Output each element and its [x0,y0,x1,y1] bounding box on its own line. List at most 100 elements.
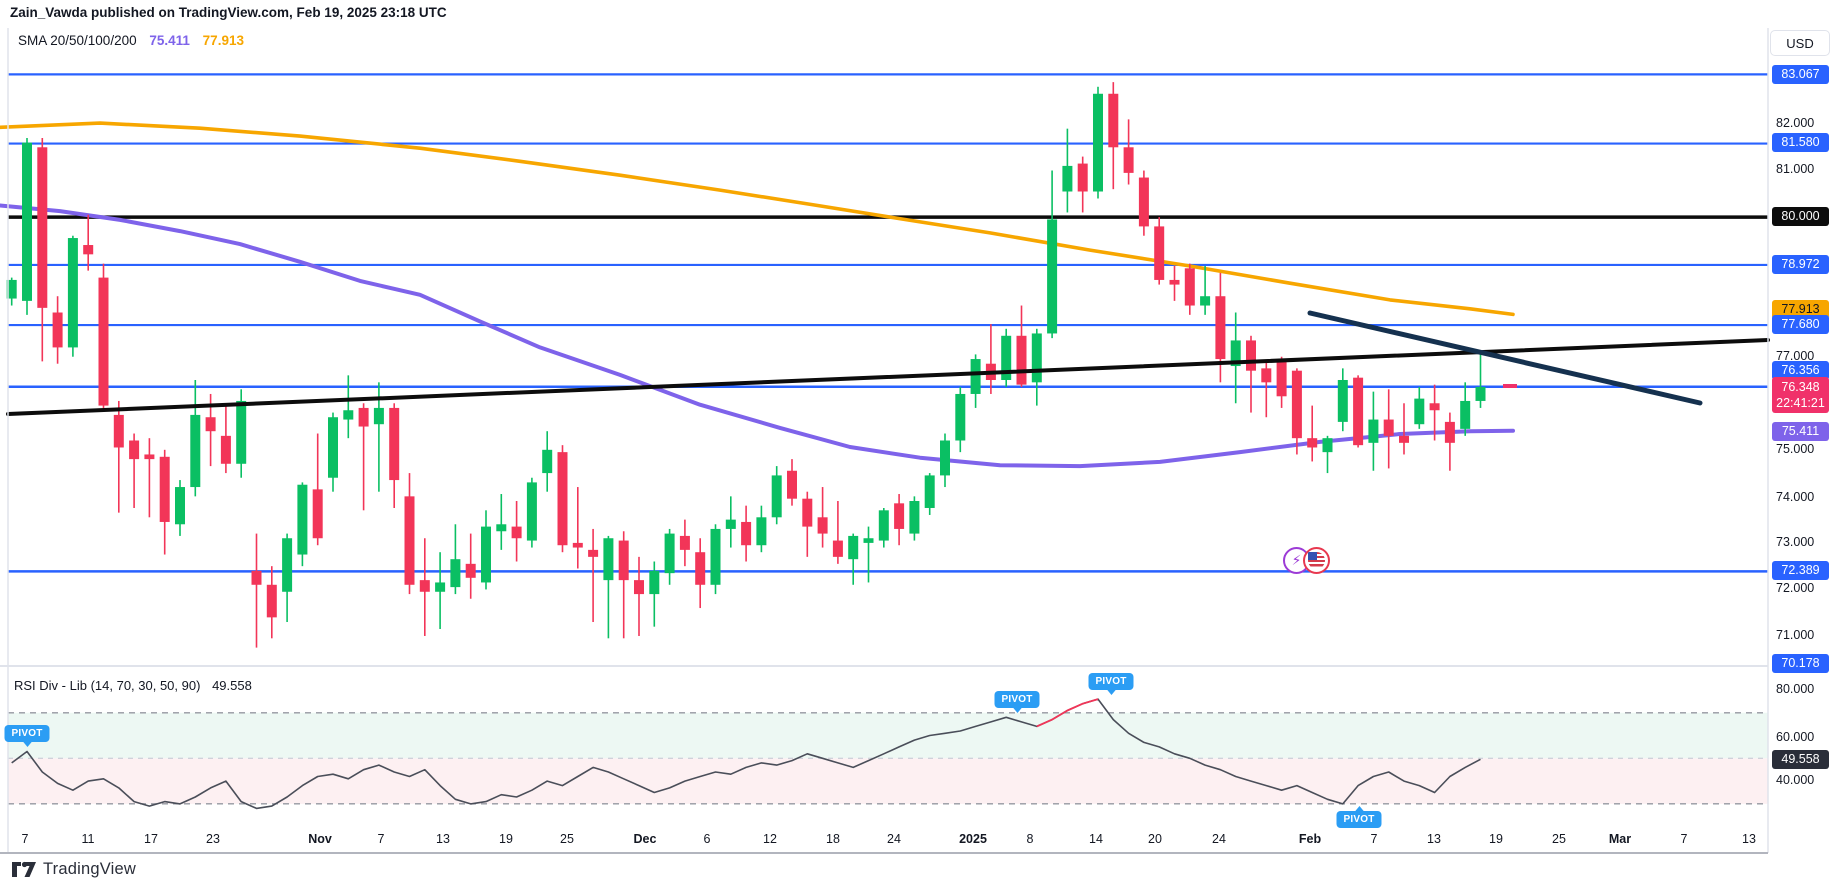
trendline-descending [1307,310,1703,406]
candle-body [572,542,583,548]
sma-legend-label: SMA 20/50/100/200 [18,33,137,48]
candle-body [328,417,338,478]
time-axis-tick-Feb[interactable]: Feb [1298,832,1322,846]
price-axis-tick-80.000: 80.000 [1776,682,1815,696]
candle-body [1444,421,1455,443]
time-axis-tick-12[interactable]: 12 [763,832,777,846]
candle-body [1154,226,1165,280]
candle-body [1307,438,1318,448]
price-axis-badge-49.558: 49.558 [1772,750,1829,769]
rsi-pivot-marker-4[interactable]: PIVOT [1336,805,1382,828]
price-axis-tick-75.000: 75.000 [1776,442,1815,456]
pivot-arrow [21,741,32,748]
trendline-ascending [6,338,1770,416]
price-axis-badge-83.067: 83.067 [1772,65,1829,84]
candle-body [618,540,629,581]
time-axis-tick-7[interactable]: 7 [377,832,385,846]
time-axis-tick-2025[interactable]: 2025 [959,832,987,846]
time-axis-tick-Mar[interactable]: Mar [1608,832,1632,846]
candle-body [955,393,966,441]
candle-body [832,540,843,557]
pivot-arrow [1011,707,1022,714]
time-axis-tick-Nov[interactable]: Nov [308,832,332,846]
candle-body [557,452,568,546]
tradingview-logo-text: TradingView [43,860,136,878]
candle-body [190,414,201,488]
time-axis-tick-17[interactable]: 17 [144,832,158,846]
candle-body [113,414,124,448]
candle-body [52,312,63,348]
price-axis-tick-74.000: 74.000 [1776,490,1815,504]
time-axis-tick-19[interactable]: 19 [1489,832,1503,846]
us-flag-event-icon[interactable] [1303,547,1330,574]
time-axis-tick-24[interactable]: 24 [1212,832,1226,846]
time-axis-tick-8[interactable]: 8 [1026,832,1034,846]
pivot-arrow [1105,689,1116,696]
candle-body [1322,438,1333,453]
event-markers[interactable]: ⚡ [1283,547,1330,574]
tradingview-logo-icon [12,861,36,877]
candle-body [970,359,981,394]
candle-body [679,535,690,550]
candle-body [802,498,813,527]
time-axis-tick-11[interactable]: 11 [81,832,95,846]
candle-body [159,456,170,522]
rsi-pivot-marker-1[interactable]: PIVOT [4,725,50,748]
candle-body [1047,219,1058,334]
tradingview-logo[interactable]: TradingView [12,860,136,879]
time-axis-tick-23[interactable]: 23 [206,832,220,846]
candle-body [465,563,476,578]
rsi-indicator-legend[interactable]: RSI Div - Lib (14, 70, 30, 50, 90) 49.55… [14,678,252,693]
time-axis-tick-Dec[interactable]: Dec [633,832,657,846]
time-axis-tick-13[interactable]: 13 [1742,832,1756,846]
current-price-badge: 76.348 22:41:21 [1772,377,1829,413]
candle-body [1399,435,1409,443]
candle-body [144,454,155,460]
candle-body [404,496,415,585]
candle-body [588,549,599,557]
candle-body [1368,419,1379,443]
candle-body [297,484,308,555]
time-axis-tick-7[interactable]: 7 [1680,832,1688,846]
candle-body [1001,335,1012,380]
us-flag-graphic [1308,552,1325,569]
rsi-line [11,698,1481,810]
sma-slow-value: 77.913 [202,33,244,48]
rsi-divergence-segment [1036,698,1099,728]
time-axis-tick-7[interactable]: 7 [1370,832,1378,846]
candle-body [67,238,78,348]
sma-indicator-legend[interactable]: SMA 20/50/100/200 75.411 77.913 [18,33,244,48]
price-axis-badge-77.680: 77.680 [1772,315,1829,334]
rsi-pivot-marker-3[interactable]: PIVOT [1088,673,1134,696]
time-axis-tick-25[interactable]: 25 [1552,832,1566,846]
candle-body [1093,93,1103,192]
time-axis-tick-19[interactable]: 19 [499,832,513,846]
time-axis-tick-14[interactable]: 14 [1089,832,1103,846]
price-axis-tick-40.000: 40.000 [1776,773,1815,787]
time-axis-tick-24[interactable]: 24 [887,832,901,846]
SMA-orange-77.913 [0,121,1515,317]
rsi-pivot-marker-2[interactable]: PIVOT [994,691,1040,714]
time-axis-tick-6[interactable]: 6 [703,832,711,846]
time-axis-tick-25[interactable]: 25 [560,832,574,846]
currency-toggle-button[interactable]: USD [1770,30,1830,56]
candle-body [1123,147,1134,173]
rsi-upper-zone [8,712,1768,759]
SMA-purple-75.411 [0,203,1515,469]
time-axis-tick-13[interactable]: 13 [1427,832,1441,846]
time-axis-tick-18[interactable]: 18 [826,832,840,846]
rsi-legend-value: 49.558 [212,678,252,693]
candle-body [924,475,935,508]
current-price-value: 76.348 [1781,380,1820,394]
currency-label: USD [1786,35,1814,51]
time-axis-tick-20[interactable]: 20 [1148,832,1162,846]
candle-body [1215,296,1226,360]
candle-body [83,245,94,255]
time-axis-tick-7[interactable]: 7 [21,832,29,846]
time-axis-tick-13[interactable]: 13 [436,832,450,846]
price-axis-tick-71.000: 71.000 [1776,628,1815,642]
candle-body [603,538,614,581]
price-axis-badge-77.913: 77.913 [1772,300,1829,319]
